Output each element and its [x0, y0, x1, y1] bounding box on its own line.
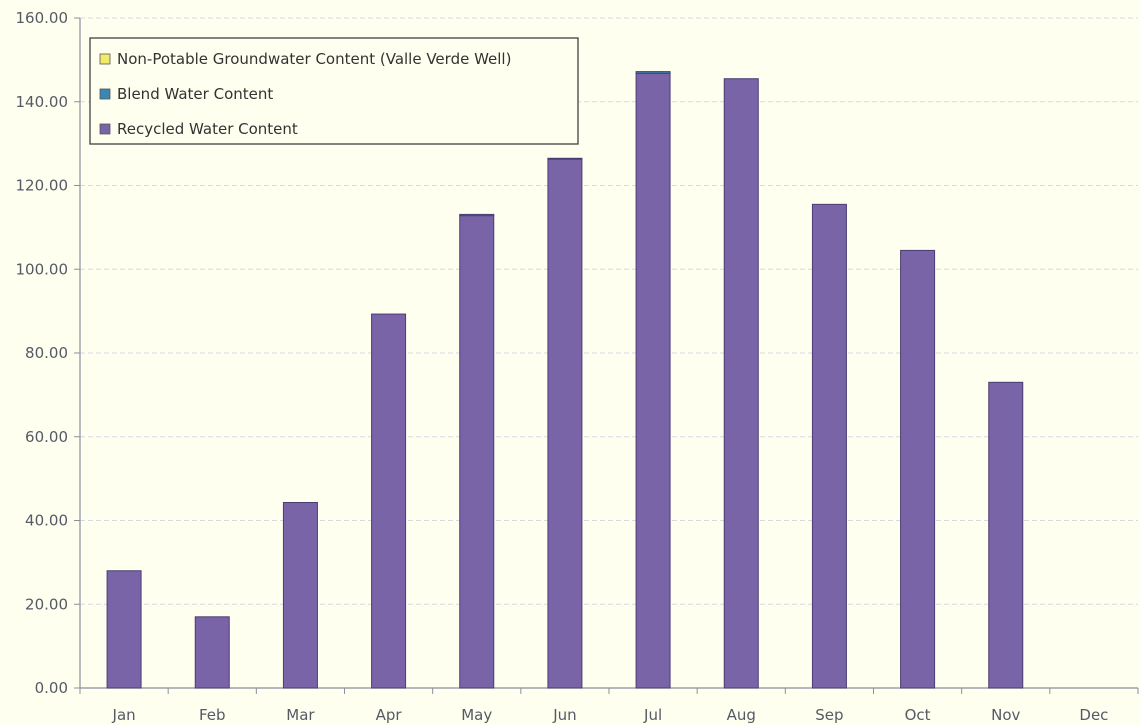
- y-tick-label: 40.00: [25, 512, 68, 530]
- y-tick-label: 80.00: [25, 344, 68, 362]
- bar-recycled-water-content-jan: [106, 570, 142, 689]
- x-tick-label: May: [461, 706, 492, 724]
- bar-recycled-water-content-feb: [194, 616, 230, 689]
- bar-blend-water-content-may: [459, 213, 495, 217]
- bar-recycled-water-content-jul: [635, 72, 671, 689]
- legend-swatch: [99, 88, 111, 100]
- bar-blend-water-content-jul: [635, 71, 671, 74]
- bars: [106, 71, 1024, 689]
- axes: 0.00 20.00 40.00 60.00 80.00 100.00 120.00 140.…: [16, 9, 1139, 724]
- y-tick-label: 60.00: [25, 428, 68, 446]
- x-tick-label: Oct: [905, 706, 931, 724]
- legend-label: Blend Water Content: [117, 85, 273, 103]
- legend-label: Recycled Water Content: [117, 120, 298, 138]
- x-tick-label: Nov: [991, 706, 1020, 724]
- bar-blend-water-content-jun: [547, 157, 583, 160]
- y-tick-label: 20.00: [25, 595, 68, 613]
- y-tick-label: 120.00: [16, 177, 69, 195]
- x-tick-label: Feb: [199, 706, 226, 724]
- bar-recycled-water-content-aug: [723, 78, 759, 689]
- y-tick-label: 100.00: [16, 260, 69, 278]
- x-tick-label: Aug: [727, 706, 756, 724]
- y-tick-label: 160.00: [16, 9, 69, 27]
- legend-swatch: [99, 53, 111, 65]
- x-tick-label: Jul: [643, 706, 662, 724]
- x-tick-label: Apr: [376, 706, 403, 724]
- x-tick-label: Dec: [1079, 706, 1108, 724]
- x-tick-label: Jun: [552, 706, 576, 724]
- legend-label: Non-Potable Groundwater Content (Valle V…: [117, 50, 511, 68]
- bar-recycled-water-content-may: [459, 215, 495, 689]
- bar-recycled-water-content-mar: [282, 501, 318, 689]
- bar-recycled-water-content-sep: [811, 203, 847, 689]
- y-tick-label: 0.00: [35, 679, 68, 697]
- x-tick-label: Jan: [112, 706, 136, 724]
- x-tick-label: Mar: [286, 706, 315, 724]
- bar-recycled-water-content-jun: [547, 158, 583, 689]
- bar-recycled-water-content-oct: [900, 249, 936, 689]
- legend-swatch: [99, 123, 111, 135]
- bar-recycled-water-content-nov: [988, 381, 1024, 689]
- legend[interactable]: Non-Potable Groundwater Content (Valle V…: [89, 37, 579, 145]
- x-tick-label: Sep: [815, 706, 843, 724]
- legend-box: [89, 37, 579, 145]
- grid-lines: [80, 17, 1138, 605]
- y-tick-label: 140.00: [16, 93, 69, 111]
- bar-recycled-water-content-apr: [371, 313, 407, 689]
